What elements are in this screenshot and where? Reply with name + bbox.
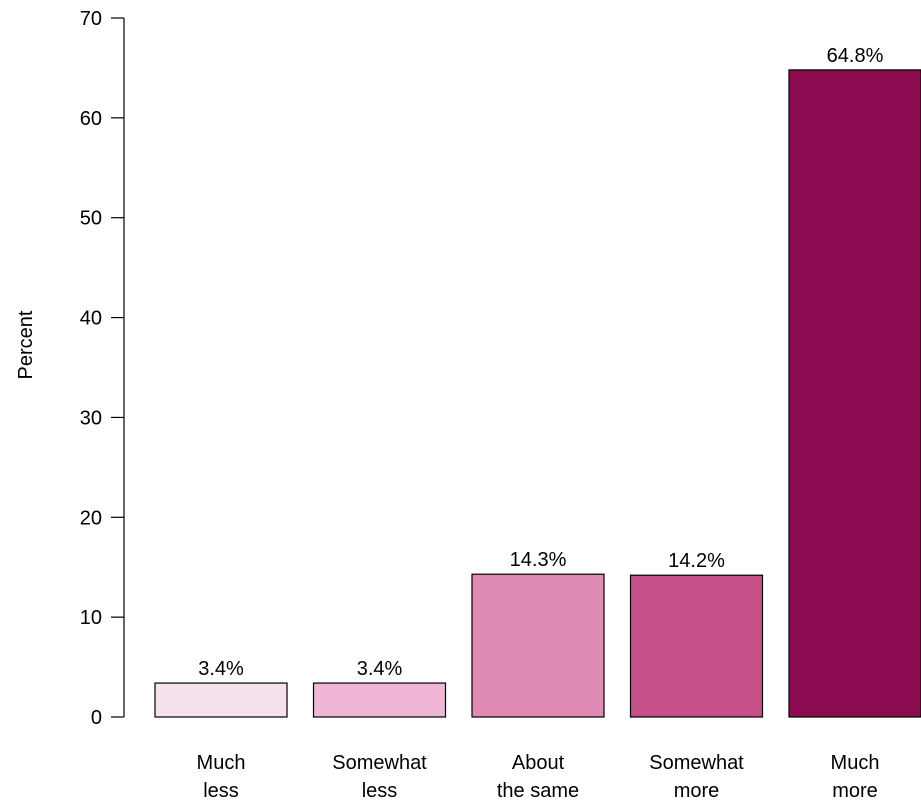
category-label: Much <box>831 752 880 774</box>
category-label: Somewhat <box>649 752 744 774</box>
category-label: more <box>674 780 720 801</box>
category-label: less <box>203 780 239 801</box>
bar-value-label: 3.4% <box>357 658 403 680</box>
bar <box>471 573 605 718</box>
y-tick-label: 30 <box>80 407 102 429</box>
bar <box>312 682 447 718</box>
y-axis: 0 10 20 30 40 50 60 70 <box>80 8 125 729</box>
bar <box>154 682 288 718</box>
y-tick-label: 40 <box>80 308 102 330</box>
y-tick-label: 10 <box>80 607 102 629</box>
bar <box>788 69 921 718</box>
category-label: more <box>832 780 878 801</box>
bar-value-label: 3.4% <box>198 658 244 680</box>
y-tick-label: 50 <box>80 208 102 230</box>
y-tick-label: 20 <box>80 507 102 529</box>
y-tick-label: 70 <box>80 8 102 30</box>
y-tick-label: 60 <box>80 108 102 130</box>
category-labels: Much less Somewhat less About the same Somewha… <box>197 752 880 801</box>
category-label: less <box>362 780 398 801</box>
y-tick-label: 0 <box>91 707 102 729</box>
category-label: the same <box>497 780 579 801</box>
bar <box>629 574 764 718</box>
bar-value-labels: 3.4% 3.4% 14.3% 14.2% 64.8% <box>198 45 883 680</box>
bars <box>154 69 921 718</box>
y-axis-title: Percent <box>15 310 37 379</box>
bar-value-label: 14.2% <box>668 550 725 572</box>
category-label: About <box>512 752 565 774</box>
bar-value-label: 14.3% <box>510 549 567 571</box>
bar-value-label: 64.8% <box>827 45 884 67</box>
category-label: Somewhat <box>332 752 427 774</box>
category-label: Much <box>197 752 246 774</box>
